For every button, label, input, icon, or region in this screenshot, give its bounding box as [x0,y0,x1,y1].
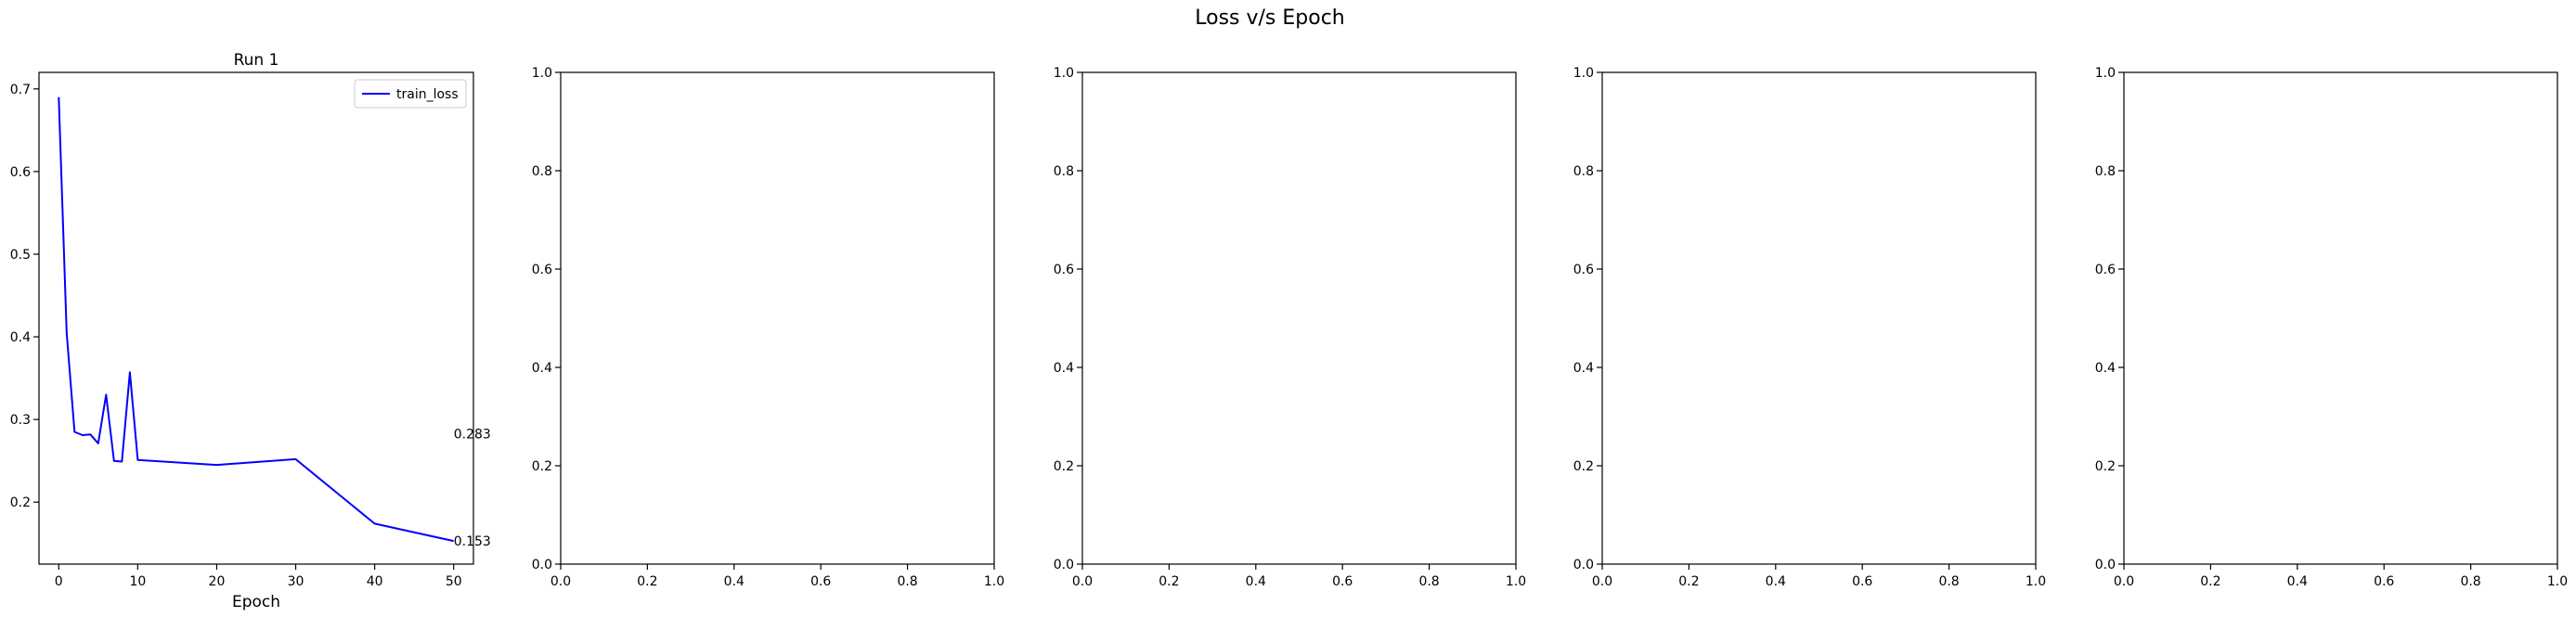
axes-frame [1601,71,2037,565]
x-tick-label: 0.2 [2200,574,2220,589]
x-tick-label: 0.6 [810,574,831,589]
x-tick-label: 40 [367,574,383,589]
axes-frame [1081,71,1517,565]
y-tick-label: 0.6 [1573,263,1594,277]
y-tick-label: 0.2 [10,495,31,510]
y-tick-label: 0.6 [532,263,552,277]
subplot-1: 0 10 20 30 40 50 0.2 0.3 0.4 0.5 0.6 0.7 Run 1 Epoch 0… [10,51,491,611]
y-tick-label: 0.0 [1054,558,1074,572]
y-tick-label: 0.2 [1573,459,1594,474]
x-tick-label: 0.2 [1678,574,1699,589]
axes-frame [38,71,474,565]
y-tick-label: 0.8 [1573,164,1594,179]
y-tick-label: 0.4 [2095,361,2116,376]
x-tick-label: 0.6 [2374,574,2394,589]
x-tick-label: 20 [209,574,226,589]
x-tick-label: 0.6 [1852,574,1872,589]
x-tick-label: 0.8 [2460,574,2480,589]
x-tick-label: 10 [129,574,146,589]
y-tick-label: 1.0 [532,66,552,81]
y-tick-label: 0.8 [2095,164,2116,179]
x-tick-label: 0.0 [2114,574,2134,589]
y-tick-label: 0.4 [1054,361,1074,376]
y-tick-label: 1.0 [1573,66,1594,81]
y-tick-label: 0.4 [532,361,552,376]
legend-label: train_loss [396,87,459,102]
x-tick-label: 0.2 [637,574,657,589]
x-tick-label: 0.0 [1592,574,1612,589]
x-tick-label: 0.8 [897,574,917,589]
x-tick-label: 0.4 [1246,574,1266,589]
data-annotation: 0.283 [454,427,491,442]
legend: train_loss [354,79,467,109]
y-tick-label: 0.2 [532,459,552,474]
y-tick-label: 0.0 [1573,558,1594,572]
x-tick-label: 0.8 [1418,574,1439,589]
subplot-5: 0.0 0.2 0.4 0.6 0.8 1.0 0.0 0.2 0.4 0.6 0.8 1.0 [2095,66,2568,589]
y-tick-label: 0.0 [532,558,552,572]
figure-title: Loss v/s Epoch [1195,6,1345,30]
x-tick-label: 0.0 [1072,574,1093,589]
x-tick-label: 1.0 [2547,574,2568,589]
axes-frame [560,71,995,565]
series-line-train_loss [58,96,454,543]
x-tick-label: 0.4 [2287,574,2308,589]
x-tick-label: 1.0 [2026,574,2046,589]
x-tick-label: 1.0 [1506,574,1526,589]
axes-frame [2123,71,2558,565]
x-axis-label: Epoch [232,593,280,611]
x-tick-label: 0.6 [1332,574,1353,589]
x-tick-label: 0.8 [1938,574,1959,589]
y-tick-label: 0.0 [2095,558,2116,572]
subplot-title: Run 1 [234,51,279,70]
y-tick-label: 0.6 [2095,263,2116,277]
x-tick-label: 0.0 [550,574,571,589]
x-tick-label: 30 [288,574,304,589]
y-tick-label: 1.0 [1054,66,1074,81]
x-tick-label: 0 [55,574,63,589]
x-tick-label: 0.4 [724,574,744,589]
y-tick-label: 0.6 [1054,263,1074,277]
x-tick-label: 1.0 [984,574,1004,589]
x-tick-label: 50 [446,574,462,589]
subplot-4: 0.0 0.2 0.4 0.6 0.8 1.0 0.0 0.2 0.4 0.6 0.8 1.0 [1573,66,2046,589]
y-tick-label: 0.4 [10,330,31,345]
y-tick-label: 0.5 [10,248,31,263]
y-tick-label: 0.7 [10,83,31,97]
y-tick-label: 0.6 [10,165,31,180]
y-tick-label: 0.2 [1054,459,1074,474]
x-tick-label: 0.4 [1766,574,1786,589]
subplot-3: 0.0 0.2 0.4 0.6 0.8 1.0 0.0 0.2 0.4 0.6 0.8 1.0 [1054,66,1526,589]
y-tick-label: 0.4 [1573,361,1594,376]
data-annotation: 0.153 [454,534,491,549]
subplot-2: 0.0 0.2 0.4 0.6 0.8 1.0 0.0 0.2 0.4 0.6 0.8 1.0 [532,66,1004,589]
y-tick-label: 0.2 [2095,459,2116,474]
y-tick-label: 0.8 [532,164,552,179]
legend-box [354,79,467,109]
y-tick-label: 1.0 [2095,66,2116,81]
x-tick-label: 0.2 [1159,574,1179,589]
y-tick-label: 0.3 [10,413,31,428]
y-tick-label: 0.8 [1054,164,1074,179]
